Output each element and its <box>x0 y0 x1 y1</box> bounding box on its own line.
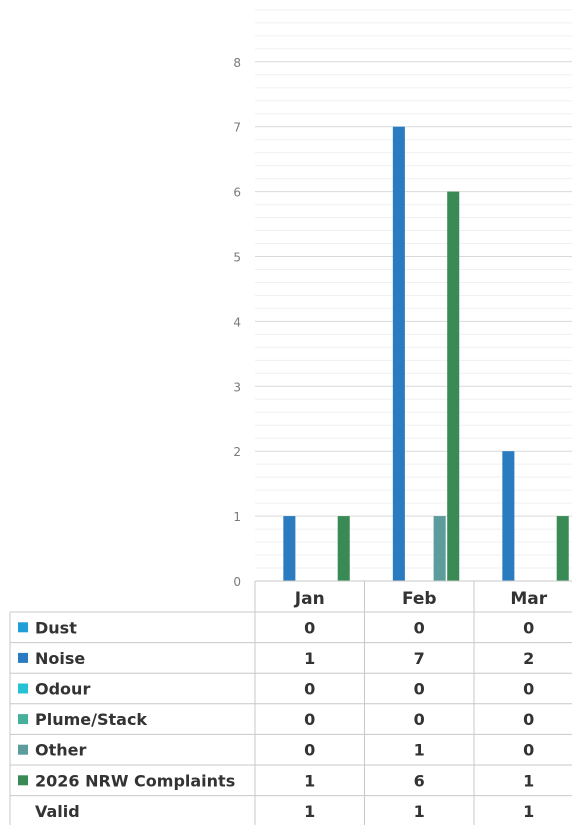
table-cell-value: 1 <box>304 771 315 790</box>
y-tick-label: 0 <box>233 575 241 589</box>
table-cell-value: 0 <box>414 710 425 729</box>
table-cell-value: 1 <box>523 802 534 821</box>
table-row-label: Other <box>35 741 86 760</box>
bars <box>283 126 569 581</box>
table-cell-value: 0 <box>523 618 534 637</box>
bar-2026-nrw-complaints-jan <box>337 516 350 581</box>
table-row-label: Odour <box>35 680 90 699</box>
table-cell-value: 0 <box>523 680 534 699</box>
table-cell-value: 0 <box>523 710 534 729</box>
bar-noise-mar <box>502 451 515 581</box>
legend-key <box>18 622 28 633</box>
table-cell-value: 0 <box>304 680 315 699</box>
y-tick-label: 1 <box>233 510 241 524</box>
y-tick-label: 3 <box>233 380 241 394</box>
table-cell-value: 0 <box>304 618 315 637</box>
table-row-label: Plume/Stack <box>35 710 147 729</box>
table-cell-value: 1 <box>523 771 534 790</box>
legend-key <box>18 652 28 663</box>
table-cell-value: 0 <box>414 680 425 699</box>
table-cell-value: 7 <box>414 649 425 668</box>
y-axis-tick-labels: 0 1 2 3 4 5 6 7 8 <box>233 56 241 589</box>
table-row-label: 2026 NRW Complaints <box>35 771 235 790</box>
y-tick-label: 7 <box>233 121 241 135</box>
table-cell-value: 1 <box>304 649 315 668</box>
minor-gridlines <box>255 9 572 569</box>
table-row-label: Dust <box>35 618 77 637</box>
bar-2026-nrw-complaints-feb <box>447 191 460 581</box>
y-tick-label: 8 <box>233 56 241 70</box>
legend-key <box>18 775 28 786</box>
table-cell-value: 0 <box>523 741 534 760</box>
table-cell-value: 0 <box>414 618 425 637</box>
legend-key <box>18 683 28 694</box>
legend-key <box>18 744 28 755</box>
bar-other-feb <box>433 516 446 581</box>
bar-noise-jan <box>283 516 296 581</box>
table-row-label: Valid <box>35 802 80 821</box>
y-tick-label: 4 <box>233 315 241 329</box>
table-cell-value: 6 <box>414 771 425 790</box>
x-category-label: Feb <box>402 589 437 609</box>
data-table: Jan Feb Mar Dust 0 0 0 Noise 1 7 2 Odour 0 0 0 Plume/St… <box>9 580 572 825</box>
y-tick-label: 5 <box>233 251 241 265</box>
table-cell-value: 2 <box>523 649 534 668</box>
y-tick-label: 2 <box>233 445 241 459</box>
x-category-label: Mar <box>510 589 547 609</box>
table-row-label: Noise <box>35 649 85 668</box>
table-cell-value: 1 <box>414 741 425 760</box>
bar-noise-feb <box>392 126 405 581</box>
y-tick-label: 6 <box>233 186 241 200</box>
bar-2026-nrw-complaints-mar <box>556 516 569 581</box>
table-cell-value: 1 <box>414 802 425 821</box>
table-cell-value: 0 <box>304 710 315 729</box>
legend-key <box>18 714 28 725</box>
table-cell-value: 0 <box>304 741 315 760</box>
x-category-label: Jan <box>294 589 325 609</box>
table-cell-value: 1 <box>304 802 315 821</box>
